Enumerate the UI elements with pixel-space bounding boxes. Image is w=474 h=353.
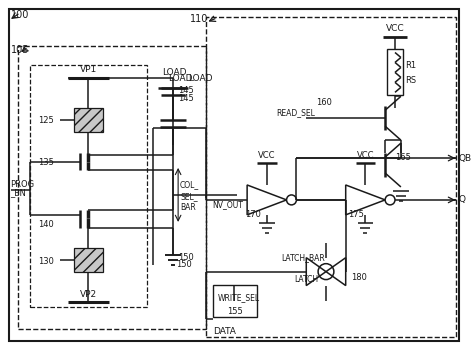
- Text: VCC: VCC: [386, 24, 404, 33]
- Bar: [73, 248, 103, 271]
- Text: 155: 155: [228, 307, 243, 316]
- Bar: [18, 46, 206, 329]
- Text: Q: Q: [458, 196, 465, 204]
- Text: 130: 130: [38, 257, 54, 266]
- Text: 105: 105: [10, 46, 29, 55]
- Text: SEL_: SEL_: [180, 192, 198, 202]
- Text: 100: 100: [10, 10, 29, 20]
- Text: LOAD: LOAD: [188, 74, 212, 83]
- Text: VCC: VCC: [258, 151, 275, 160]
- Text: 145: 145: [178, 94, 194, 103]
- Text: NV_OUT: NV_OUT: [213, 201, 244, 209]
- Text: 160: 160: [316, 98, 332, 107]
- Text: BAR: BAR: [180, 203, 196, 213]
- Text: 170: 170: [245, 210, 261, 219]
- Text: LATCH: LATCH: [294, 275, 319, 284]
- Text: QB: QB: [458, 154, 471, 163]
- Text: 135: 135: [38, 157, 54, 167]
- Text: 140: 140: [38, 220, 54, 229]
- Text: COL_: COL_: [180, 180, 200, 190]
- Text: VP1: VP1: [80, 65, 97, 74]
- Text: 175: 175: [347, 210, 364, 219]
- Text: PROG: PROG: [10, 180, 35, 190]
- Text: _EN: _EN: [10, 189, 27, 197]
- Text: RS: RS: [405, 76, 416, 85]
- Text: R1: R1: [405, 61, 416, 70]
- Text: 145: 145: [178, 86, 194, 95]
- Text: LOAD: LOAD: [163, 68, 187, 77]
- Bar: [73, 108, 103, 132]
- Text: 165: 165: [395, 152, 411, 162]
- Text: READ_SEL: READ_SEL: [277, 108, 316, 117]
- Text: VP2: VP2: [80, 290, 97, 299]
- Text: VCC: VCC: [356, 151, 374, 160]
- Text: DATA: DATA: [214, 327, 237, 336]
- Bar: [206, 17, 456, 337]
- Text: LATCH_BAR: LATCH_BAR: [282, 253, 325, 262]
- Text: WRITE_SEL: WRITE_SEL: [218, 293, 260, 302]
- Text: 150: 150: [176, 260, 192, 269]
- Text: 180: 180: [351, 273, 366, 282]
- Text: LOAD: LOAD: [168, 74, 193, 83]
- Text: 125: 125: [38, 116, 54, 125]
- Text: 150: 150: [178, 253, 194, 262]
- Bar: [213, 285, 257, 317]
- Bar: [387, 48, 403, 95]
- Text: 110: 110: [190, 14, 209, 24]
- Bar: [30, 65, 146, 307]
